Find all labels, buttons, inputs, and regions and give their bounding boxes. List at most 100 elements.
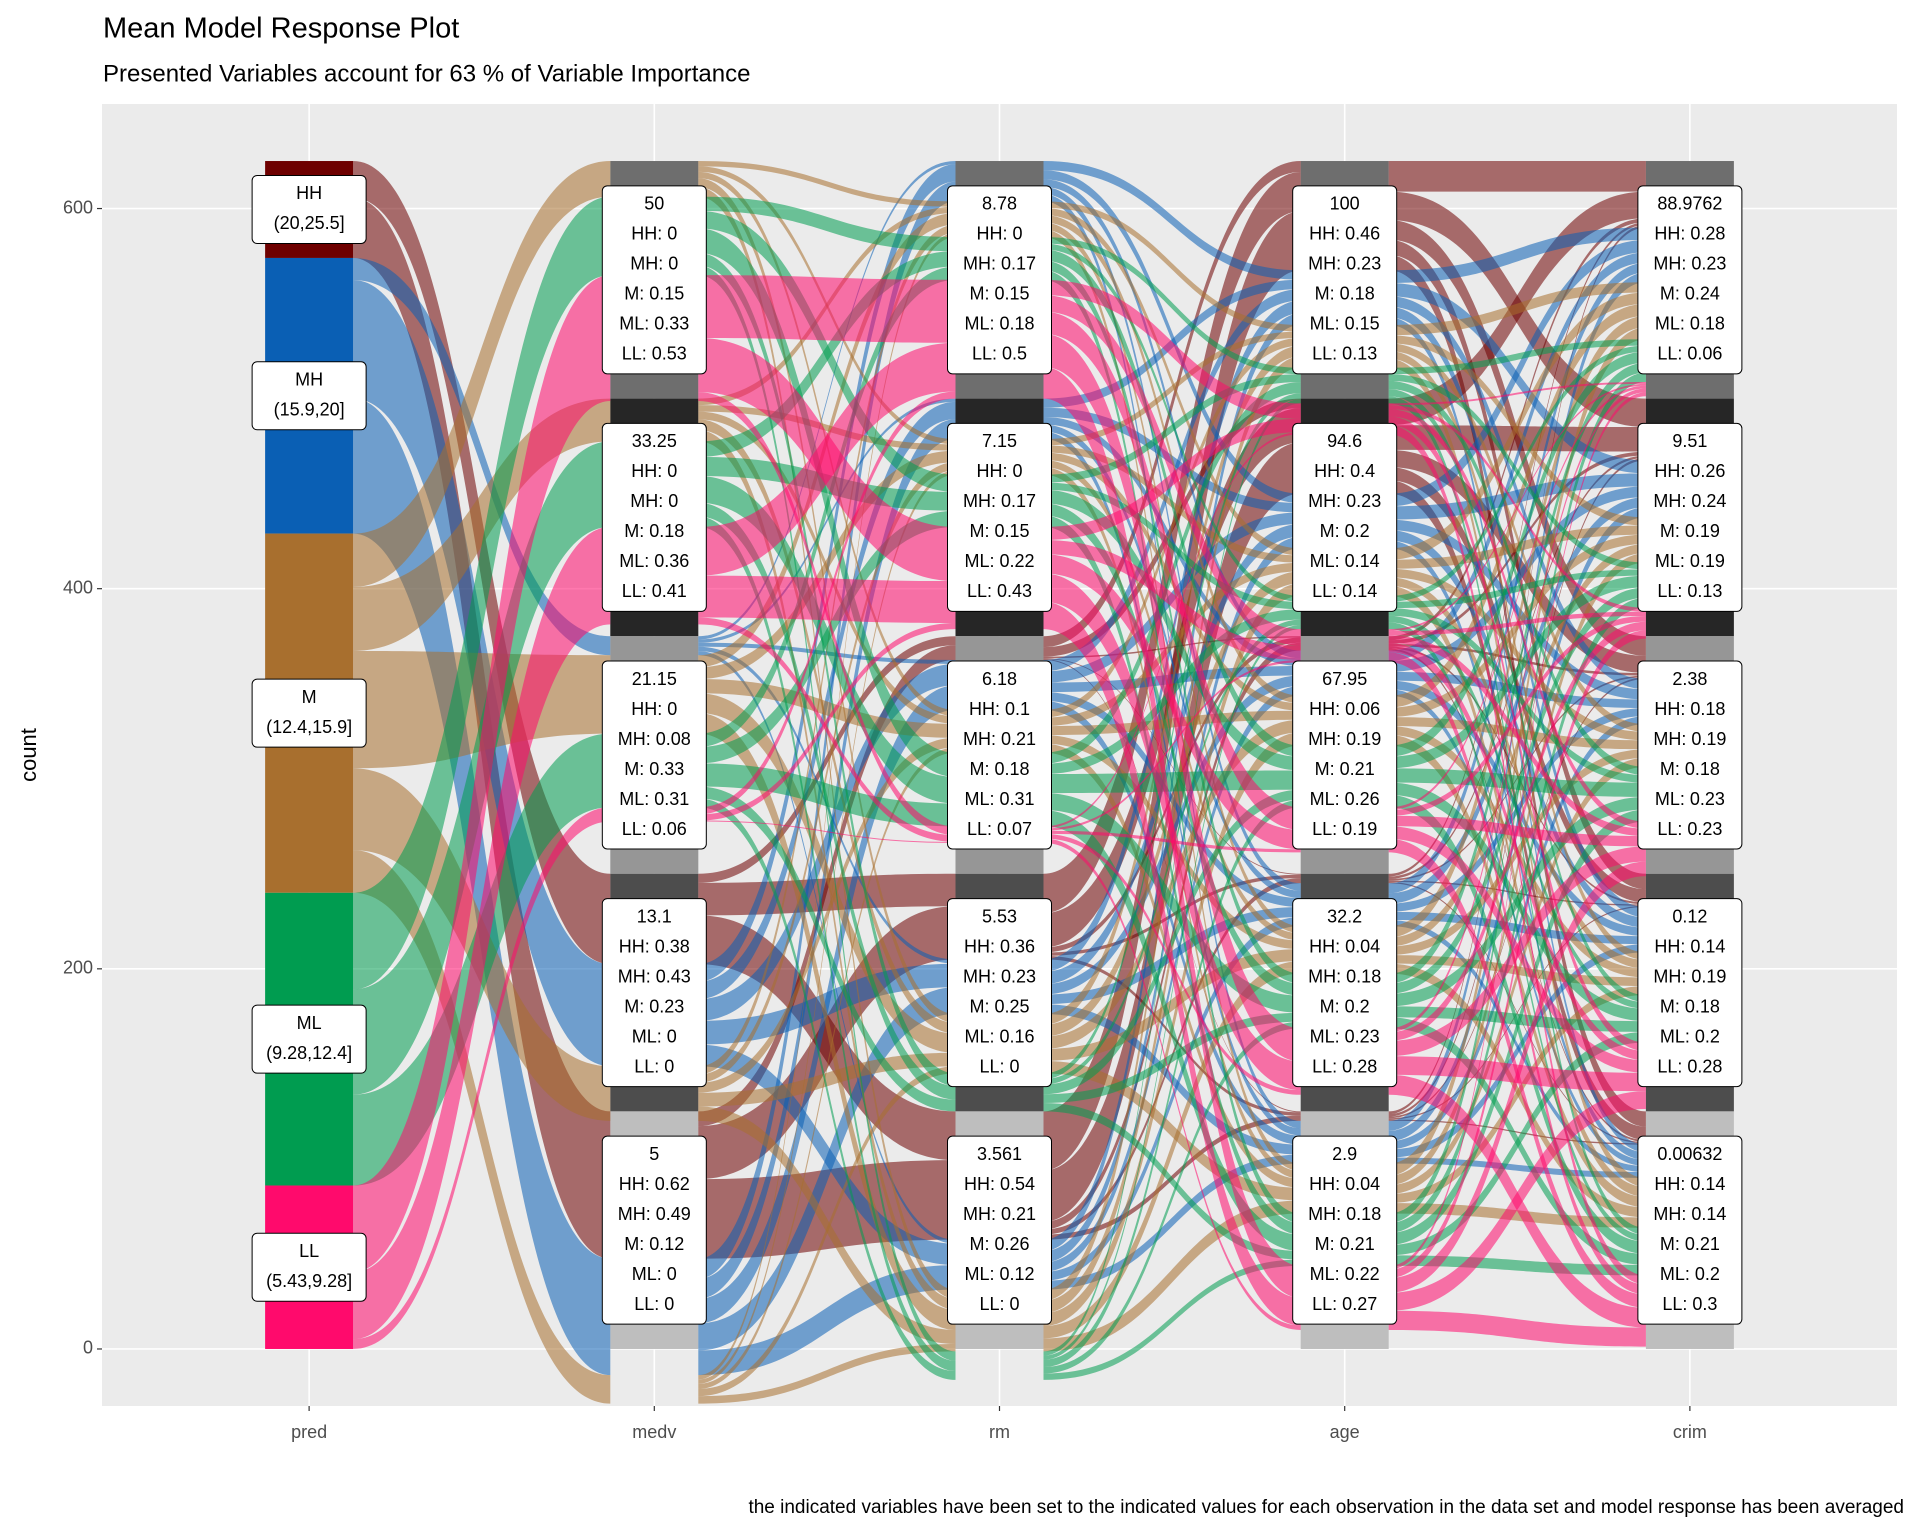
label-text: MH: 0.23 [1308,491,1381,511]
flow [1388,1032,1646,1256]
label-text: MH: 0.19 [1653,729,1726,749]
flow [1388,362,1646,984]
flow [353,196,611,990]
x-tick-label: medv [632,1422,676,1442]
chart-subtitle: Presented Variables account for 63 % of … [103,60,750,87]
flow [698,575,956,623]
label-text: 9.51 [1672,431,1707,451]
flow [1043,432,1301,829]
flow [1043,279,1301,419]
flow [1043,874,1301,956]
flow [1043,833,1301,1095]
flow [353,275,611,1273]
label-text: LL: 0.53 [622,344,687,364]
flow [1043,619,1301,1085]
flow [1388,343,1646,732]
x-tick-label: crim [1673,1422,1707,1442]
label-text: LL: 0.43 [967,581,1032,601]
flow [1388,643,1646,676]
flow [1043,838,1301,1330]
label-text: ML: 0.16 [964,1026,1034,1046]
label-text: ML: 0.23 [1655,789,1725,809]
flow [1043,642,1301,1230]
flow [1388,1119,1646,1145]
label-box [1292,422,1398,612]
label-text: 67.95 [1322,669,1367,689]
label-text: M: 0.23 [624,996,684,1016]
flow [1388,388,1646,1033]
flow [698,713,956,1330]
flow [1043,1021,1301,1374]
flow [353,257,611,656]
flow [1388,449,1646,673]
flow [698,419,956,1299]
flow [1043,719,1301,1050]
label-text: ML: 0.31 [619,789,689,809]
flow [1388,622,1646,1242]
label-box [251,174,367,244]
flow [353,807,611,1349]
label-box [1292,898,1398,1088]
flow [1043,243,1301,602]
label-text: ML [297,1013,322,1033]
flow [1043,571,1301,1037]
y-tick-label: 200 [63,958,93,978]
y-tick-label: 600 [63,197,93,217]
label-text: (12.4,15.9] [266,717,352,737]
flows [353,161,1646,1404]
flow [698,1106,956,1345]
label-box [601,185,707,375]
label-text: ML: 0.15 [1310,314,1380,334]
flow [698,636,956,883]
flow [1043,201,1301,332]
flow [1043,337,1301,718]
label-text: MH: 0.21 [963,1204,1036,1224]
label-text: M: 0.24 [1660,284,1720,304]
label-text: LL: 0.14 [1312,581,1377,601]
flow [1388,409,1646,829]
flow [698,275,956,343]
label-text: HH: 0.38 [619,936,690,956]
label-text: M: 0.21 [1315,759,1375,779]
label-text: LL [299,1241,319,1261]
flow [1043,658,1301,875]
label-text: MH: 0.17 [963,491,1036,511]
label-box [947,185,1052,375]
flow [1388,615,1646,816]
flow [1043,583,1301,1314]
label-text: HH: 0.14 [1654,1174,1725,1194]
label-text: 88.9762 [1657,194,1722,214]
flow [698,470,956,1384]
flow [1388,345,1646,602]
flow [1388,396,1646,1235]
flow [698,266,956,748]
flow [1388,303,1646,708]
flow [1388,525,1646,569]
flow [1043,207,1301,556]
flow [1388,568,1646,741]
label-text: MH: 0.18 [1308,1204,1381,1224]
flow [1388,161,1646,192]
label-text: ML: 0.18 [1655,314,1725,334]
label-text: LL: 0 [634,1294,674,1314]
flow [1043,179,1301,659]
label-box [1637,1135,1743,1325]
label-text: LL: 0.27 [1312,1294,1377,1314]
label-text: ML: 0.26 [1310,789,1380,809]
label-text: ML: 0.22 [1310,1264,1380,1284]
flow [698,164,956,982]
flow [698,663,956,1021]
label-text: LL: 0.5 [972,344,1027,364]
label-box [601,660,707,850]
label-box [947,1135,1052,1325]
flow [698,1066,956,1397]
label-text: HH: 0.36 [964,936,1035,956]
flow [1388,383,1646,632]
flow [1388,381,1646,406]
flow [1388,597,1646,1233]
label-text: 100 [1330,194,1360,214]
flow [1043,793,1301,1013]
flow [1388,861,1646,1293]
label-text: ML: 0.2 [1660,1264,1720,1284]
flow [1043,710,1301,736]
